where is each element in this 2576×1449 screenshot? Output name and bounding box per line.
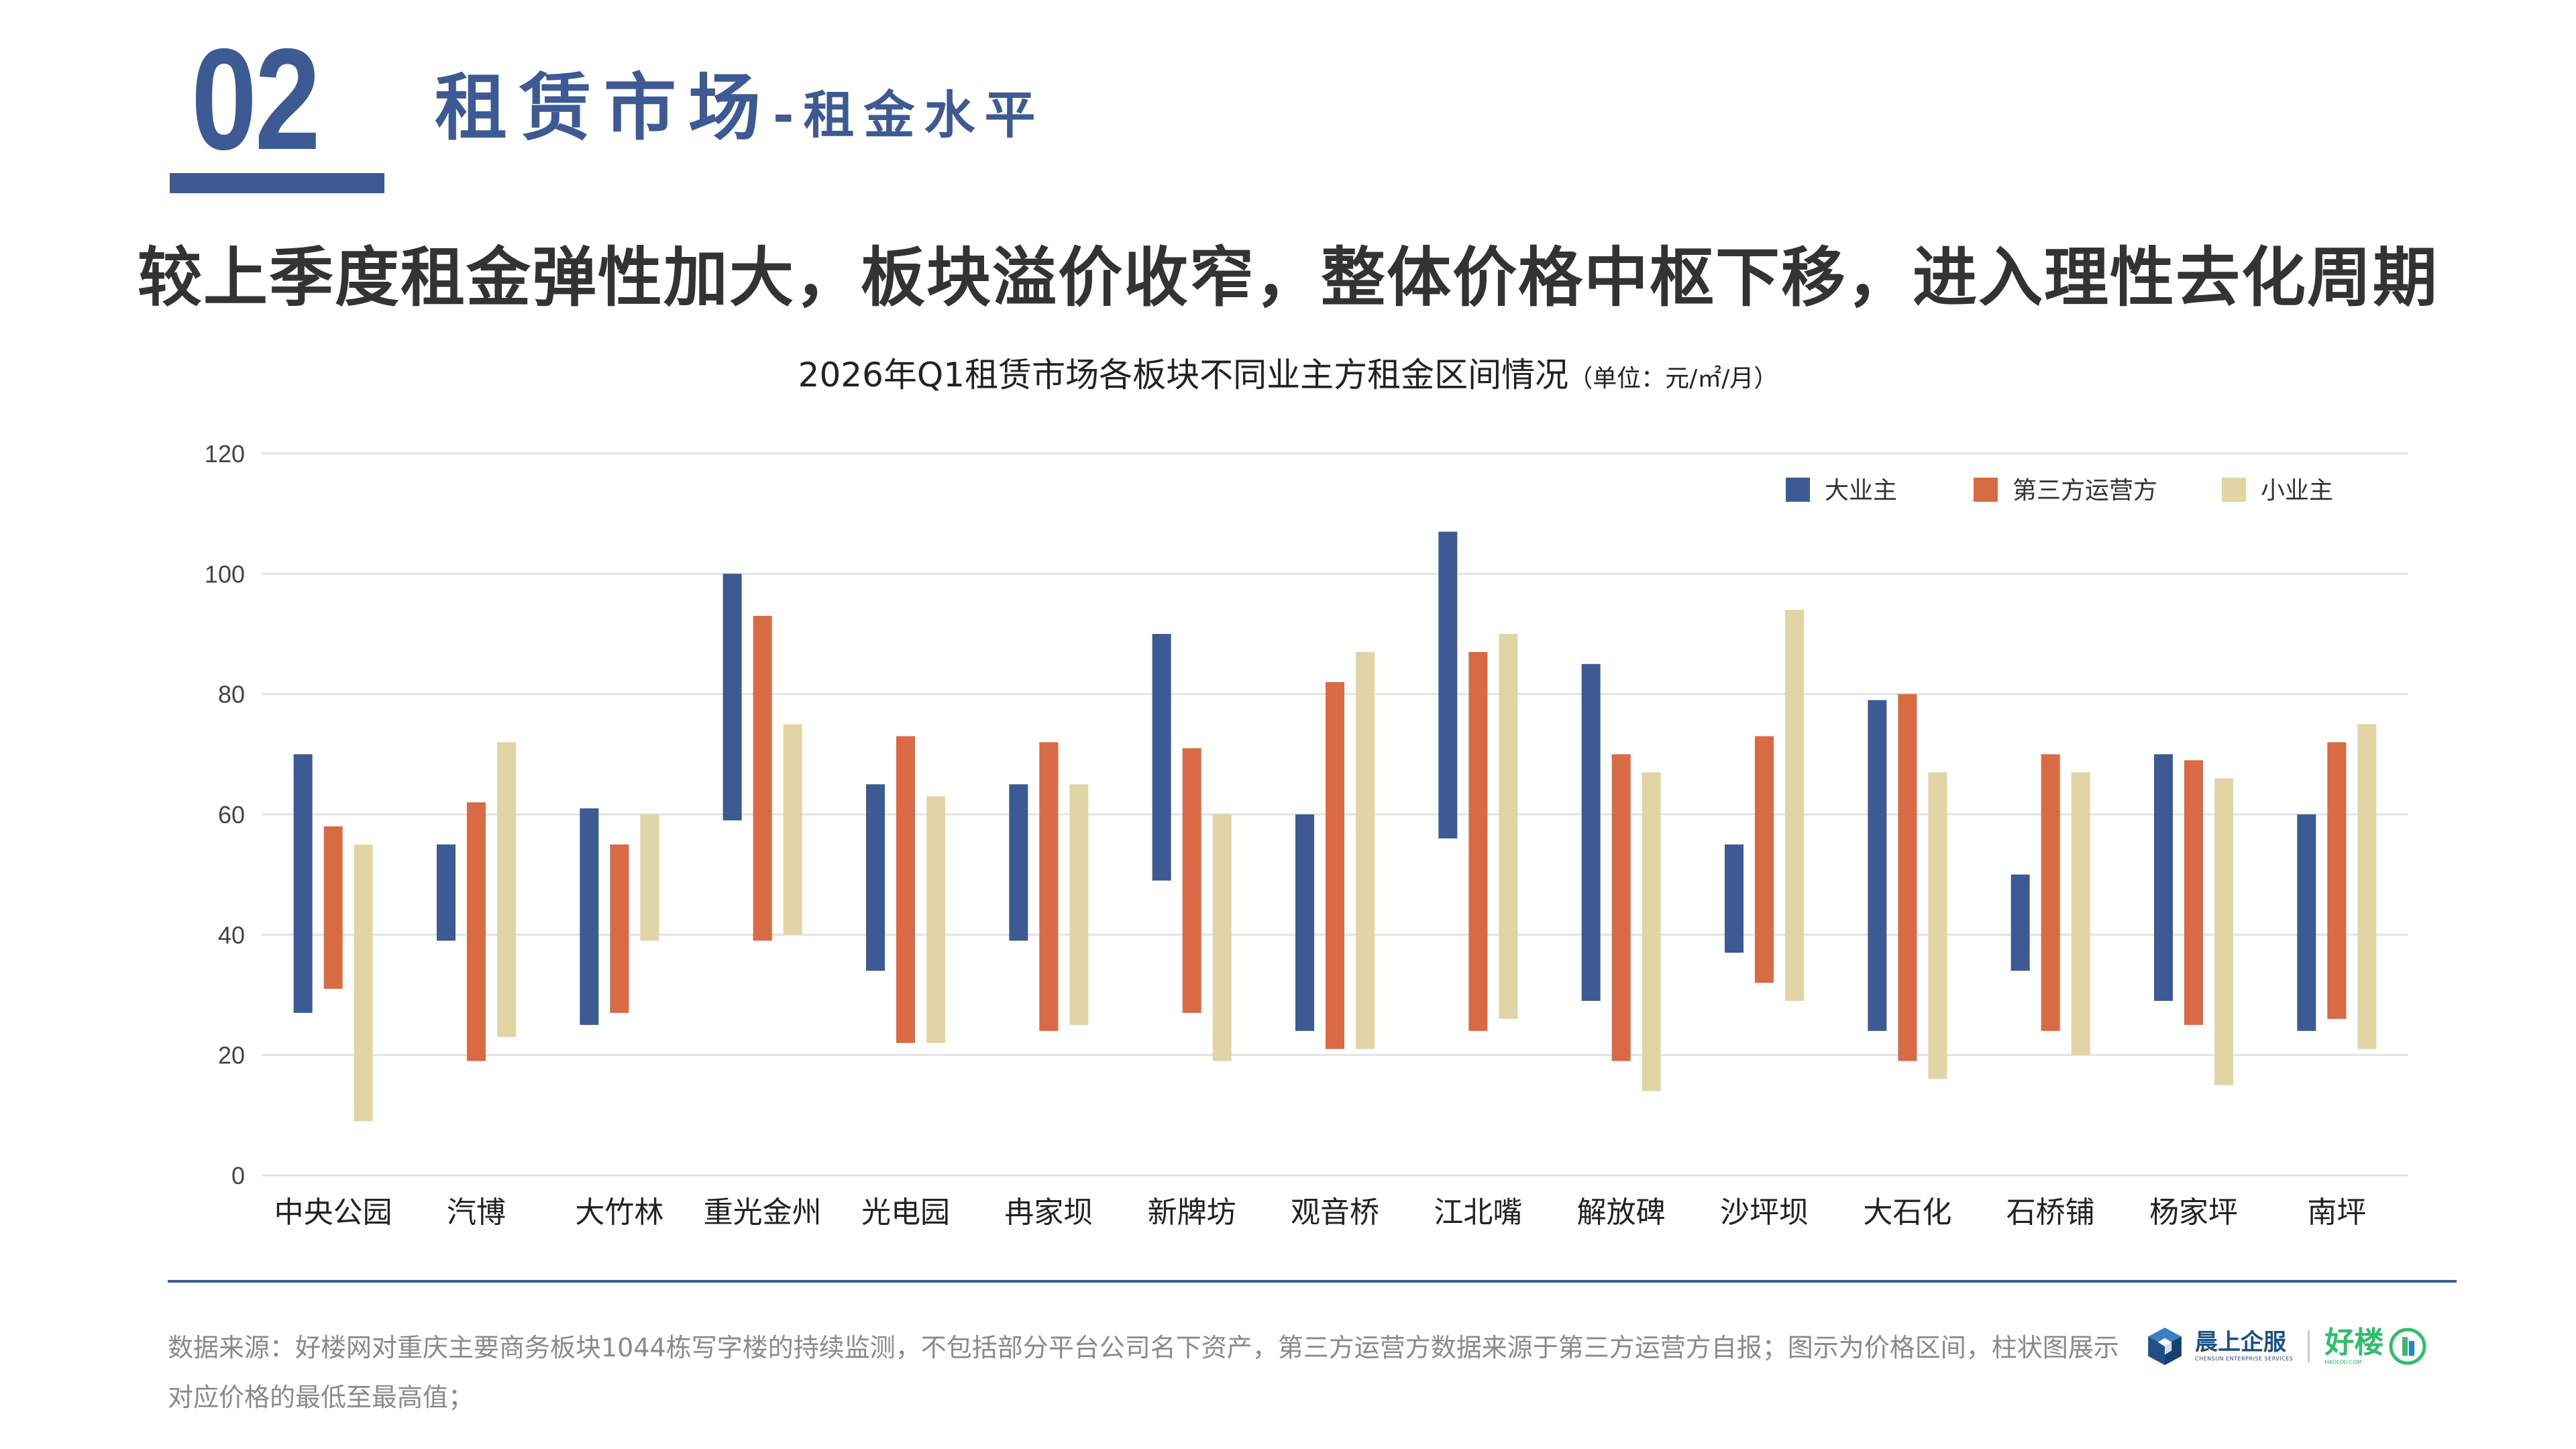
- x-category-label: 观音桥: [1291, 1195, 1379, 1230]
- range-bar-沙坪坝-大业主: [1725, 844, 1743, 953]
- x-category-label: 解放碑: [1577, 1195, 1666, 1230]
- footer-divider: [168, 1280, 2457, 1283]
- range-bar-重光金州-第三方运营方: [753, 616, 772, 941]
- y-tick-label: 0: [231, 1162, 245, 1189]
- range-bar-冉家坝-大业主: [1009, 784, 1028, 941]
- cube-logo-icon: [2148, 1328, 2182, 1365]
- x-category-label: 汽博: [447, 1195, 506, 1230]
- brand-secondary: 好楼 HAOLOU.COM: [2324, 1328, 2383, 1365]
- range-bar-解放碑-小业主: [1642, 772, 1661, 1091]
- range-bar-杨家坪-大业主: [2154, 754, 2173, 1001]
- legend-label: 第三方运营方: [2012, 477, 2157, 504]
- range-bar-汽博-小业主: [497, 742, 516, 1037]
- x-category-label: 新牌坊: [1148, 1195, 1236, 1230]
- y-tick-label: 120: [205, 440, 245, 468]
- x-category-label: 重光金州: [704, 1195, 822, 1230]
- brand-primary-english: CHENSUN ENTERPRISE SERVICES: [2195, 1356, 2294, 1362]
- legend-label: 大业主: [1825, 477, 1897, 504]
- y-tick-label: 60: [218, 801, 245, 828]
- rent-range-chart: 0 20 40 60 80 100 120 中央公园 汽博 大竹林 重光金州 光电园 冉家坝 新牌坊 观音桥…: [205, 440, 2408, 1230]
- range-bar-汽博-大业主: [437, 844, 455, 941]
- range-bar-大竹林-小业主: [640, 814, 659, 941]
- brand-separator: [2308, 1330, 2310, 1362]
- range-bar-大石化-小业主: [1928, 772, 1947, 1079]
- x-category-label: 大竹林: [575, 1195, 663, 1230]
- range-bar-大石化-第三方运营方: [1898, 694, 1917, 1061]
- x-category-label: 南坪: [2307, 1195, 2366, 1230]
- range-bar-江北嘴-大业主: [1438, 531, 1458, 839]
- range-bar-中央公园-大业主: [293, 754, 313, 1013]
- section-number: 02: [191, 18, 321, 180]
- range-bar-大竹林-大业主: [580, 808, 599, 1025]
- range-bar-大竹林-第三方运营方: [610, 844, 629, 1013]
- legend-swatch-大业主: [1786, 478, 1810, 502]
- range-bar-石桥铺-第三方运营方: [2041, 754, 2060, 1031]
- range-bar-观音桥-小业主: [1356, 651, 1375, 1049]
- range-bar-解放碑-大业主: [1581, 663, 1601, 1001]
- section-title: 租赁市场-租金水平: [435, 72, 1045, 145]
- range-bar-光电园-小业主: [926, 796, 945, 1043]
- range-bar-江北嘴-第三方运营方: [1468, 651, 1488, 1031]
- range-bar-冉家坝-第三方运营方: [1039, 742, 1059, 1031]
- legend-swatch-小业主: [2222, 478, 2246, 502]
- brand-secondary-english: HAOLOU.COM: [2324, 1358, 2362, 1365]
- range-bar-沙坪坝-第三方运营方: [1755, 736, 1774, 983]
- range-bar-江北嘴-小业主: [1499, 634, 1518, 1019]
- y-tick-label: 80: [218, 681, 245, 708]
- range-bar-光电园-第三方运营方: [896, 736, 915, 1043]
- page-headline: 较上季度租金弹性加大，板块溢价收窄，整体价格中枢下移，进入理性去化周期: [138, 240, 2438, 315]
- x-category-label: 江北嘴: [1434, 1195, 1522, 1230]
- section-subtitle: -租金水平: [773, 85, 1045, 145]
- range-bar-新牌坊-大业主: [1152, 634, 1171, 881]
- range-bar-观音桥-大业主: [1295, 814, 1314, 1031]
- y-tick-label: 100: [205, 560, 245, 588]
- range-bar-重光金州-小业主: [783, 724, 802, 935]
- range-bar-冉家坝-小业主: [1069, 784, 1089, 1025]
- range-bar-杨家坪-第三方运营方: [2184, 760, 2203, 1025]
- range-bar-南坪-小业主: [2357, 724, 2377, 1049]
- range-bar-解放碑-第三方运营方: [1611, 754, 1631, 1061]
- range-bar-观音桥-第三方运营方: [1326, 682, 1344, 1049]
- range-bar-南坪-大业主: [2297, 814, 2316, 1031]
- chart-unit: （单位：元/㎡/月）: [1568, 365, 1778, 392]
- range-bar-石桥铺-小业主: [2071, 772, 2090, 1055]
- range-bar-中央公园-小业主: [354, 844, 373, 1122]
- building-logo-icon: [2389, 1328, 2426, 1365]
- brand-secondary-name: 好楼: [2324, 1325, 2384, 1360]
- range-bar-杨家坪-小业主: [2214, 778, 2233, 1085]
- range-bar-中央公园-第三方运营方: [323, 826, 343, 989]
- x-category-label: 中央公园: [274, 1195, 392, 1230]
- brand-primary: 晨上企服 CHENSUN ENTERPRISE SERVICES: [2195, 1331, 2293, 1362]
- section-number-underline: [170, 173, 384, 193]
- y-tick-label: 40: [218, 921, 245, 949]
- legend-label: 小业主: [2261, 477, 2333, 504]
- range-bar-大石化-大业主: [1868, 700, 1887, 1031]
- x-category-label: 石桥铺: [2006, 1195, 2095, 1230]
- data-source-footnote: 数据来源：好楼网对重庆主要商务板块1044栋写字楼的持续监测，不包括部分平台公司…: [168, 1333, 2119, 1412]
- chart-title-text: 2026年Q1租赁市场各板块不同业主方租金区间情况: [798, 356, 1569, 394]
- section-title-main: 租赁市场: [435, 66, 773, 150]
- x-category-label: 光电园: [861, 1195, 950, 1230]
- range-bar-南坪-第三方运营方: [2327, 742, 2347, 1019]
- range-bar-光电园-大业主: [866, 784, 885, 971]
- range-bar-石桥铺-大业主: [2010, 874, 2030, 971]
- x-category-label: 杨家坪: [2149, 1195, 2238, 1230]
- x-category-label: 冉家坝: [1004, 1195, 1093, 1230]
- brand-primary-name: 晨上企服: [2195, 1329, 2286, 1356]
- range-bar-新牌坊-小业主: [1212, 814, 1232, 1061]
- brand-logos: 晨上企服 CHENSUN ENTERPRISE SERVICES 好楼 HAOL…: [2144, 1323, 2426, 1370]
- chart-title: 2026年Q1租赁市场各板块不同业主方租金区间情况（单位：元/㎡/月）: [0, 358, 2576, 392]
- x-category-label: 大石化: [1863, 1195, 1951, 1230]
- y-tick-label: 20: [218, 1042, 245, 1069]
- x-category-label: 沙坪坝: [1720, 1195, 1809, 1230]
- range-bar-重光金州-大业主: [722, 574, 742, 820]
- range-bar-沙坪坝-小业主: [1785, 610, 1804, 1001]
- range-bar-新牌坊-第三方运营方: [1182, 748, 1201, 1013]
- range-bar-汽博-第三方运营方: [467, 802, 486, 1061]
- legend-swatch-第三方运营方: [1974, 478, 1998, 502]
